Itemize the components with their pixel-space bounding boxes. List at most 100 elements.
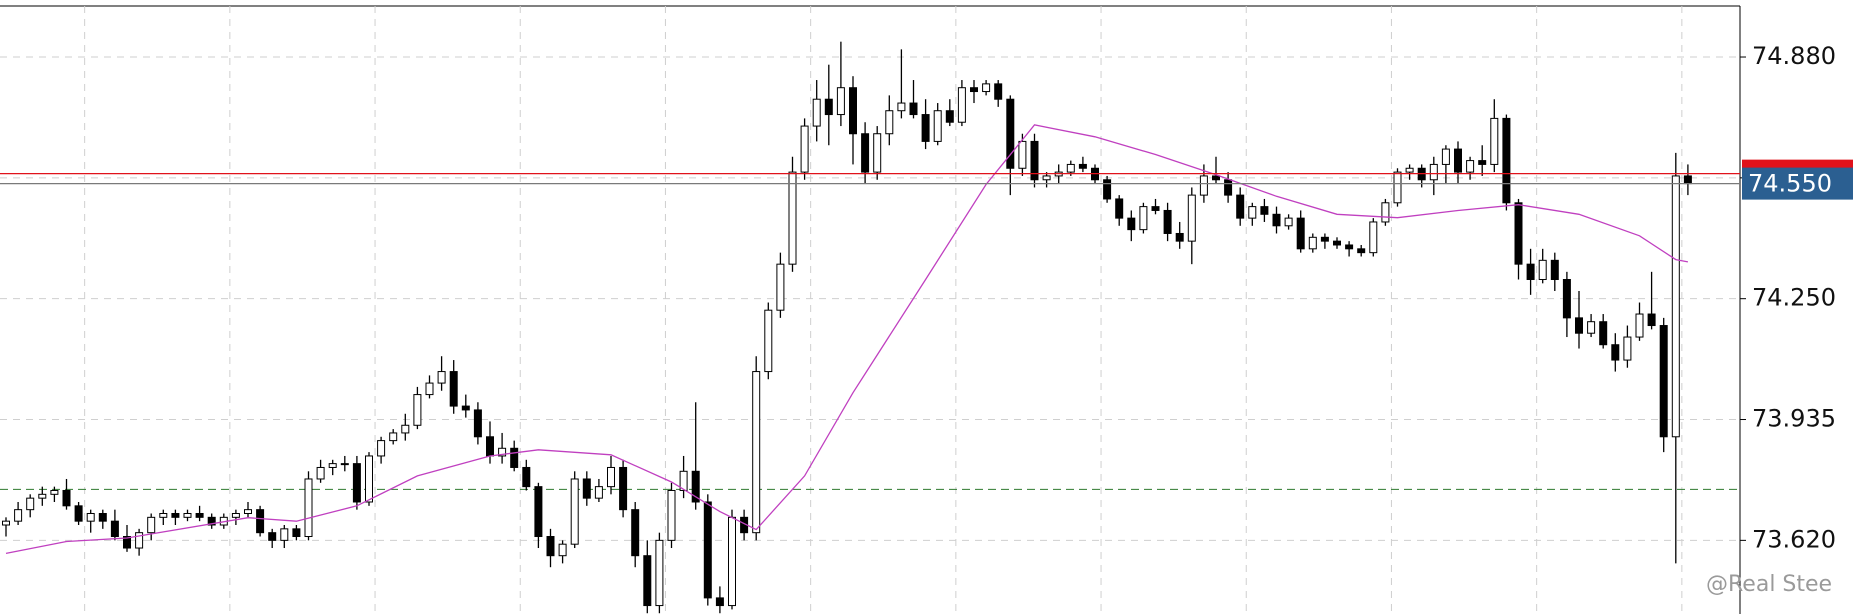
candle-body xyxy=(546,536,555,557)
candle-body xyxy=(1199,175,1208,196)
candle-body xyxy=(1260,206,1269,215)
candle-body xyxy=(1018,140,1027,169)
y-tick-label: 73.935 xyxy=(1752,405,1836,433)
candle-body xyxy=(607,466,615,488)
candle-body xyxy=(135,532,144,549)
watermark: @Real Stee xyxy=(1706,572,1832,597)
candle-body xyxy=(365,455,373,503)
candle-body xyxy=(413,394,422,426)
candle-body xyxy=(1441,148,1450,165)
candle-body xyxy=(195,512,204,518)
candle-body xyxy=(715,597,724,607)
candle-body xyxy=(1030,140,1039,181)
candle-body xyxy=(764,309,773,373)
candle-body xyxy=(473,409,482,438)
candle-body xyxy=(38,493,47,499)
candle-body xyxy=(1212,175,1220,181)
candle-body xyxy=(1042,175,1051,181)
candle-body xyxy=(316,466,325,480)
candle-body xyxy=(1151,206,1160,211)
candle-body xyxy=(1284,217,1293,227)
candle-body xyxy=(1526,263,1535,281)
candle-body xyxy=(1127,217,1136,231)
candle-body xyxy=(824,98,833,116)
candle-body xyxy=(123,536,131,549)
candle-body xyxy=(292,528,301,538)
candle-body xyxy=(655,539,664,607)
candle-body xyxy=(788,171,797,265)
candle-body xyxy=(1236,194,1245,219)
candle-body xyxy=(207,516,216,526)
candle-body xyxy=(594,486,603,499)
candle-body xyxy=(1623,336,1632,361)
candle-body xyxy=(957,87,966,123)
candle-body xyxy=(1635,313,1644,338)
candle-body xyxy=(1163,209,1172,234)
price-tag xyxy=(1742,167,1853,200)
candle-body xyxy=(1393,171,1402,204)
candle-body xyxy=(1381,202,1390,223)
candle-body xyxy=(425,382,434,396)
candle-body xyxy=(1599,321,1608,346)
candle-body xyxy=(921,114,930,142)
candle-body xyxy=(1683,175,1692,185)
candle-body xyxy=(437,371,446,384)
candle-body xyxy=(244,509,252,514)
candle-body xyxy=(461,405,470,411)
candle-body xyxy=(897,102,906,112)
candle-body xyxy=(1103,179,1112,200)
candle-body xyxy=(1490,117,1499,165)
candle-body xyxy=(486,436,494,457)
candle-body xyxy=(1308,236,1317,250)
candle-body xyxy=(534,486,543,538)
candle-body xyxy=(1454,148,1462,173)
candle-body xyxy=(231,512,240,518)
candle-body xyxy=(340,463,349,466)
candle-body xyxy=(1478,160,1487,165)
candle-body xyxy=(449,371,458,407)
candle-body xyxy=(1587,321,1596,334)
candle-body xyxy=(256,509,265,534)
candle-body xyxy=(885,110,894,135)
candle-body xyxy=(558,543,567,557)
price-tag-label: 74.550 xyxy=(1748,170,1832,198)
candle-body xyxy=(352,463,361,503)
candle-body xyxy=(50,489,59,495)
candle-body xyxy=(304,478,313,538)
candle-body xyxy=(909,102,918,116)
candle-body xyxy=(703,501,712,599)
candle-body xyxy=(1345,244,1354,250)
candle-body xyxy=(1466,160,1475,173)
y-tick-label: 74.880 xyxy=(1752,42,1836,70)
candle-body xyxy=(691,470,700,503)
candle-body xyxy=(776,263,785,311)
candle-body xyxy=(752,371,761,534)
candle-body xyxy=(401,424,410,434)
candle-body xyxy=(159,512,168,518)
candle-body xyxy=(1139,206,1148,231)
candle-body xyxy=(1611,344,1620,361)
candle-body xyxy=(1659,325,1668,438)
candle-body xyxy=(849,87,857,135)
candle-body xyxy=(86,512,95,522)
candle-body xyxy=(1550,259,1559,281)
candle-body xyxy=(570,478,579,545)
candle-body xyxy=(110,520,119,538)
candle-body xyxy=(1066,163,1075,173)
candle-body xyxy=(945,110,954,123)
candle-body xyxy=(631,509,640,557)
candle-body xyxy=(74,505,83,522)
moving-average xyxy=(5,124,1689,555)
candle-body xyxy=(1671,175,1680,438)
candle-body xyxy=(522,466,531,488)
candle-body xyxy=(643,555,652,607)
candle-body xyxy=(2,520,10,526)
candle-body xyxy=(1296,217,1305,250)
candle-body xyxy=(62,489,71,507)
candle-body xyxy=(1078,163,1087,169)
candle-body xyxy=(510,447,519,468)
y-tick-label: 73.620 xyxy=(1752,525,1836,553)
candle-body xyxy=(619,466,628,511)
candle-body xyxy=(667,489,676,541)
